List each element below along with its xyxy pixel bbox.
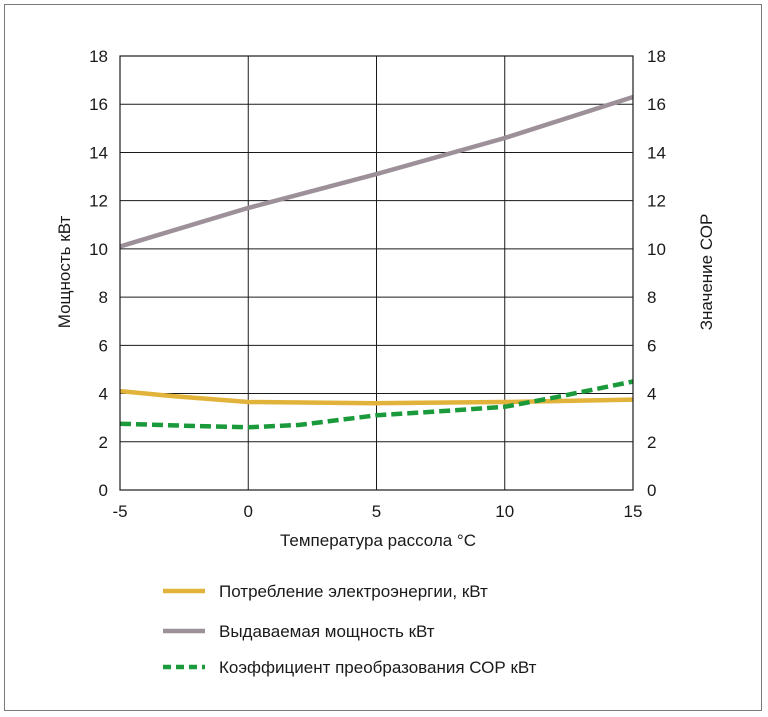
y-tick-label: 10: [89, 240, 108, 259]
y2-tick-label: 16: [647, 95, 666, 114]
x-tick-label: -5: [112, 502, 127, 521]
legend-label-1: Выдаваемая мощность кВт: [219, 622, 435, 641]
y-tick-label: 2: [99, 433, 108, 452]
y-tick-label: 12: [89, 192, 108, 211]
y2-tick-label: 6: [647, 336, 656, 355]
y-axis-label: Мощность кВт: [55, 216, 74, 329]
y-tick-label: 8: [99, 288, 108, 307]
y2-tick-label: 4: [647, 385, 656, 404]
y-tick-label: 14: [89, 143, 108, 162]
y-tick-label: 18: [89, 47, 108, 66]
y2-tick-label: 2: [647, 433, 656, 452]
legend-label-2: Коэффициент преобразования СОР кВт: [219, 658, 537, 677]
x-tick-label: 5: [372, 502, 381, 521]
x-axis-label: Температура рассола °С: [280, 531, 476, 550]
y-tick-label: 0: [99, 481, 108, 500]
y2-tick-label: 10: [647, 240, 666, 259]
y-tick-label: 16: [89, 95, 108, 114]
y-tick-labels: 0 2 4 6 8 10 12 14 16 18: [89, 47, 108, 500]
y-tick-label: 6: [99, 336, 108, 355]
x-tick-label: 10: [495, 502, 514, 521]
y2-tick-label: 12: [647, 192, 666, 211]
y2-tick-label: 14: [647, 143, 666, 162]
plot-border: [119, 55, 634, 491]
y2-tick-label: 18: [647, 47, 666, 66]
y2-tick-label: 8: [647, 288, 656, 307]
chart-frame: [4, 4, 762, 711]
series-line-2: [119, 379, 634, 430]
x-tick-label: 15: [624, 502, 643, 521]
x-tick-labels: -5 0 5 10 15: [112, 502, 642, 521]
series-layer: [119, 94, 634, 430]
x-tick-label: 0: [244, 502, 253, 521]
series-line-1: [119, 94, 634, 249]
legend: Потребление электроэнергии, кВт Выдаваема…: [163, 582, 537, 677]
y2-tick-labels: 0 2 4 6 8 10 12 14 16 18: [647, 47, 666, 500]
legend-label-0: Потребление электроэнергии, кВт: [219, 582, 488, 601]
y2-axis-label: Значение СОР: [697, 214, 716, 331]
y2-tick-label: 0: [647, 481, 656, 500]
y-tick-label: 4: [99, 385, 108, 404]
